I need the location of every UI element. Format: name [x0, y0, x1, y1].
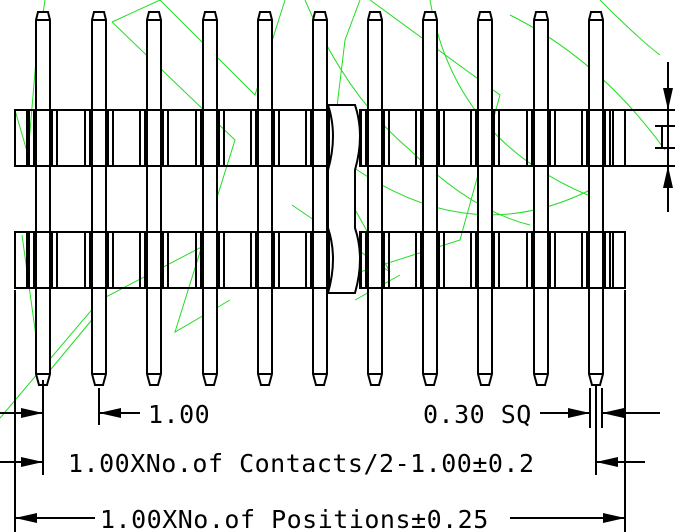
total-length-label: 1.00XNo.of Positions±0.25	[100, 505, 489, 532]
housing-dividers	[26, 110, 614, 288]
height-arrow-bottom	[663, 166, 673, 188]
break-mark	[326, 104, 361, 294]
pin-1	[35, 11, 51, 386]
pin-2	[91, 11, 107, 386]
pin-8	[422, 11, 438, 386]
height-arrow-top	[663, 88, 673, 110]
header-pins	[35, 11, 604, 386]
pin-6	[312, 11, 328, 386]
pin-5	[257, 11, 273, 386]
pin-11	[588, 11, 604, 386]
pin-size-label: 0.30 SQ	[423, 400, 532, 429]
pin-3	[146, 11, 162, 386]
pin-10	[533, 11, 549, 386]
pin-7	[367, 11, 383, 386]
pin-9	[477, 11, 493, 386]
pitch-label: 1.00	[148, 400, 210, 429]
dimension-arrows	[15, 408, 625, 523]
row-length-label: 1.00XNo.of Contacts/2-1.00±0.2	[68, 449, 535, 478]
pin-4	[202, 11, 218, 386]
height-dimension	[625, 62, 675, 212]
